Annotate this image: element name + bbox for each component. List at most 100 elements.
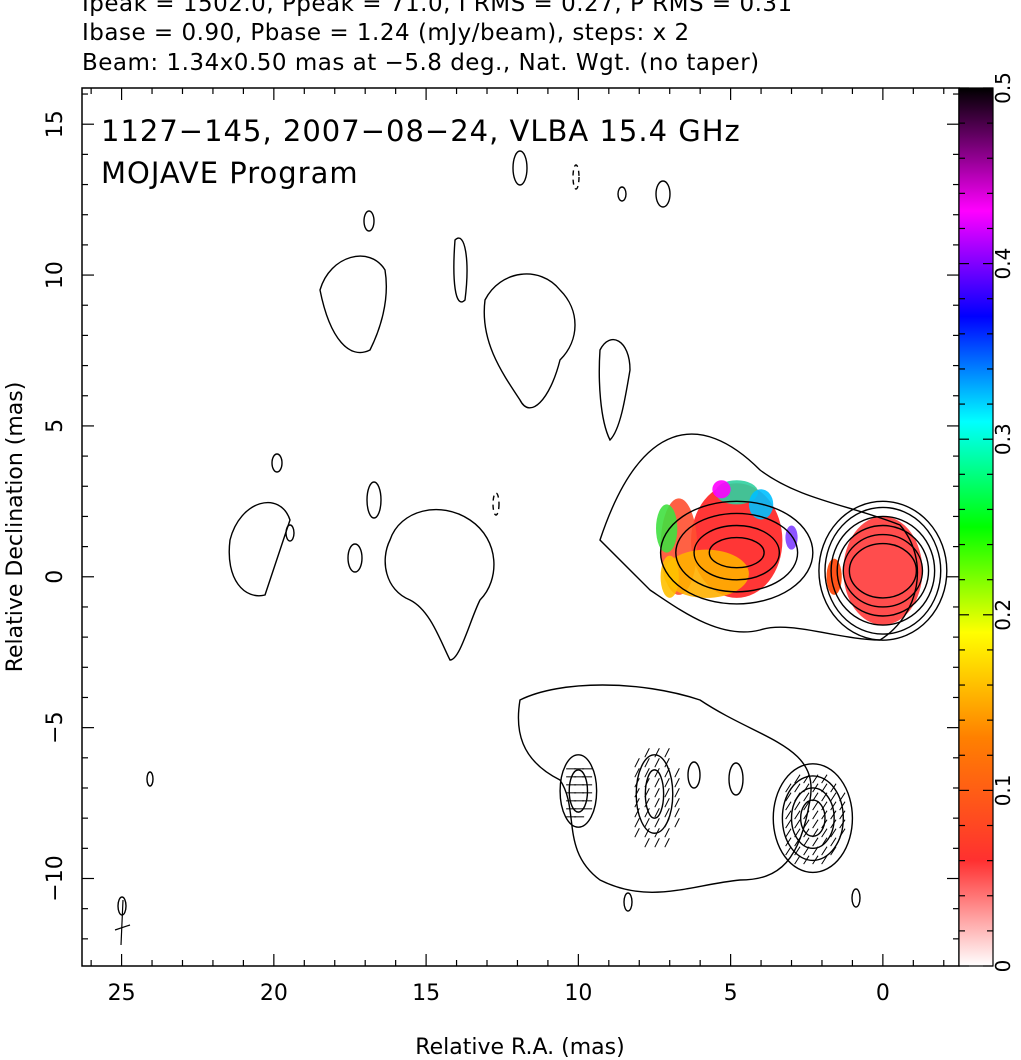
evpa-vector-knot-a xyxy=(821,792,828,802)
x-tick-label: 10 xyxy=(564,981,592,1006)
contour-isolated-b xyxy=(363,210,375,232)
evpa-vector-knot-a xyxy=(812,837,819,847)
evpa-vector-knot-b xyxy=(664,838,670,848)
map-title-line-1: 1127−145, 2007−08−24, VLBA 15.4 GHz xyxy=(101,114,741,148)
contour-negative-b xyxy=(492,492,500,516)
y-tick-label: −5 xyxy=(43,711,68,743)
contour-isolated-a xyxy=(271,453,283,473)
y-axis-ticks: 15 10 5 0 −5 −10 xyxy=(43,93,959,940)
evpa-vector-knot-a xyxy=(803,801,810,811)
colorbar-tick-label: 0.3 xyxy=(991,423,1015,455)
evpa-vector-knot-a xyxy=(812,810,819,820)
contour-southern-knot-b xyxy=(644,769,665,819)
evpa-vector-knot-b xyxy=(634,768,640,778)
evpa-vector-knot-a xyxy=(821,810,828,820)
evpa-vector-knot-b xyxy=(644,838,650,848)
evpa-vector-knot-b xyxy=(644,798,650,808)
y-tick-label: 0 xyxy=(43,570,68,584)
evpa-vector-knot-a xyxy=(839,828,846,838)
evpa-vector-knot-a xyxy=(839,801,846,811)
evpa-vector-knot-b xyxy=(664,758,670,768)
evpa-vector-knot-b xyxy=(644,758,650,768)
evpa-vector-knot-a xyxy=(821,774,828,784)
polarization-fraction-layer xyxy=(656,480,923,626)
evpa-vector-knot-b xyxy=(654,788,660,798)
evpa-vector-knot-b xyxy=(644,808,650,818)
contour-isolated-c xyxy=(512,150,528,186)
evpa-vector-knot-a xyxy=(812,846,819,856)
colorbar-ticks: 0 0.1 0.2 0.3 0.4 0.5 xyxy=(959,72,1015,972)
contour-north-blob-a xyxy=(319,255,388,354)
evpa-vector-knot-a xyxy=(821,819,828,829)
contour-southern-knot-c xyxy=(559,754,598,828)
evpa-vector-knot-b xyxy=(664,788,670,798)
evpa-vector-knot-b xyxy=(634,758,640,768)
evpa-vector-knot-b xyxy=(674,798,680,808)
contour-core xyxy=(848,542,918,599)
contour-isolated-j xyxy=(851,888,861,908)
evpa-vector-knot-b xyxy=(674,818,680,828)
beam-major-axis xyxy=(114,924,131,931)
polarization-region xyxy=(656,504,678,553)
evpa-vector-knot-a xyxy=(830,810,837,820)
x-tick-label: 5 xyxy=(724,981,738,1006)
contour-mid-lobe xyxy=(384,508,495,661)
evpa-vector-knot-b xyxy=(664,768,670,778)
evpa-vector-knot-a xyxy=(812,783,819,793)
evpa-vector-knot-b xyxy=(634,828,640,838)
evpa-vector-knot-b xyxy=(634,808,640,818)
plot-frame xyxy=(81,87,960,967)
contour-isolated-g xyxy=(366,481,382,519)
contour-isolated-h xyxy=(285,524,295,542)
polarization-region xyxy=(712,480,731,499)
evpa-vector-knot-a xyxy=(803,819,810,829)
evpa-vector-knot-b xyxy=(664,778,670,788)
contour-layer xyxy=(114,150,948,946)
evpa-vector-knot-a xyxy=(821,801,828,811)
contour-inner-jet xyxy=(693,524,781,581)
evpa-vector-knot-a xyxy=(794,774,801,784)
header-line-2: Ibase = 0.90, Pbase = 1.24 (mJy/beam), s… xyxy=(82,20,690,46)
evpa-vector-knot-a xyxy=(785,783,792,793)
evpa-vector-knot-a xyxy=(803,828,810,838)
colorbar-tick-label: 0.4 xyxy=(991,248,1015,280)
colorbar-tick-label: 0.5 xyxy=(991,72,1015,104)
evpa-vector-knot-a xyxy=(830,837,837,847)
contour-core xyxy=(818,500,948,641)
evpa-vector-knot-b xyxy=(674,788,680,798)
evpa-vector-knot-a xyxy=(794,801,801,811)
evpa-vector-knot-a xyxy=(839,792,846,802)
evpa-vector-knot-a xyxy=(839,810,846,820)
header-line-3: Beam: 1.34x0.50 mas at −5.8 deg., Nat. W… xyxy=(82,50,760,76)
contour-west-lobe xyxy=(228,501,291,597)
evpa-vector-knot-b xyxy=(654,838,660,848)
contour-inner-jet xyxy=(659,500,814,605)
evpa-vector-knot-b xyxy=(654,818,660,828)
contour-southern-knot-a xyxy=(790,787,835,850)
evpa-vector-knot-b xyxy=(664,828,670,838)
evpa-vector-knot-a xyxy=(794,783,801,793)
contour-southern-lobe xyxy=(517,684,812,893)
evpa-vector-knot-a xyxy=(821,783,828,793)
contour-isolated-n xyxy=(146,771,154,787)
evpa-vector-knot-b xyxy=(664,748,670,758)
y-tick-label: 15 xyxy=(43,110,68,138)
y-tick-label: 5 xyxy=(43,419,68,433)
evpa-vector-knot-a xyxy=(803,792,810,802)
evpa-vector-knot-a xyxy=(830,792,837,802)
polarization-region xyxy=(843,516,923,626)
evpa-vector-knot-b xyxy=(664,808,670,818)
evpa-vector-knot-a xyxy=(803,810,810,820)
polarization-vector-layer xyxy=(566,748,846,865)
evpa-vector-knot-a xyxy=(830,828,837,838)
contour-isolated-e xyxy=(617,186,627,202)
evpa-vector-knot-a xyxy=(830,846,837,856)
evpa-vector-knot-a xyxy=(794,855,801,865)
evpa-vector-knot-a xyxy=(821,828,828,838)
evpa-vector-knot-b xyxy=(634,798,640,808)
evpa-vector-knot-a xyxy=(794,828,801,838)
contour-isolated-d xyxy=(655,180,671,208)
evpa-vector-knot-b xyxy=(654,748,660,758)
evpa-vector-knot-a xyxy=(794,792,801,802)
